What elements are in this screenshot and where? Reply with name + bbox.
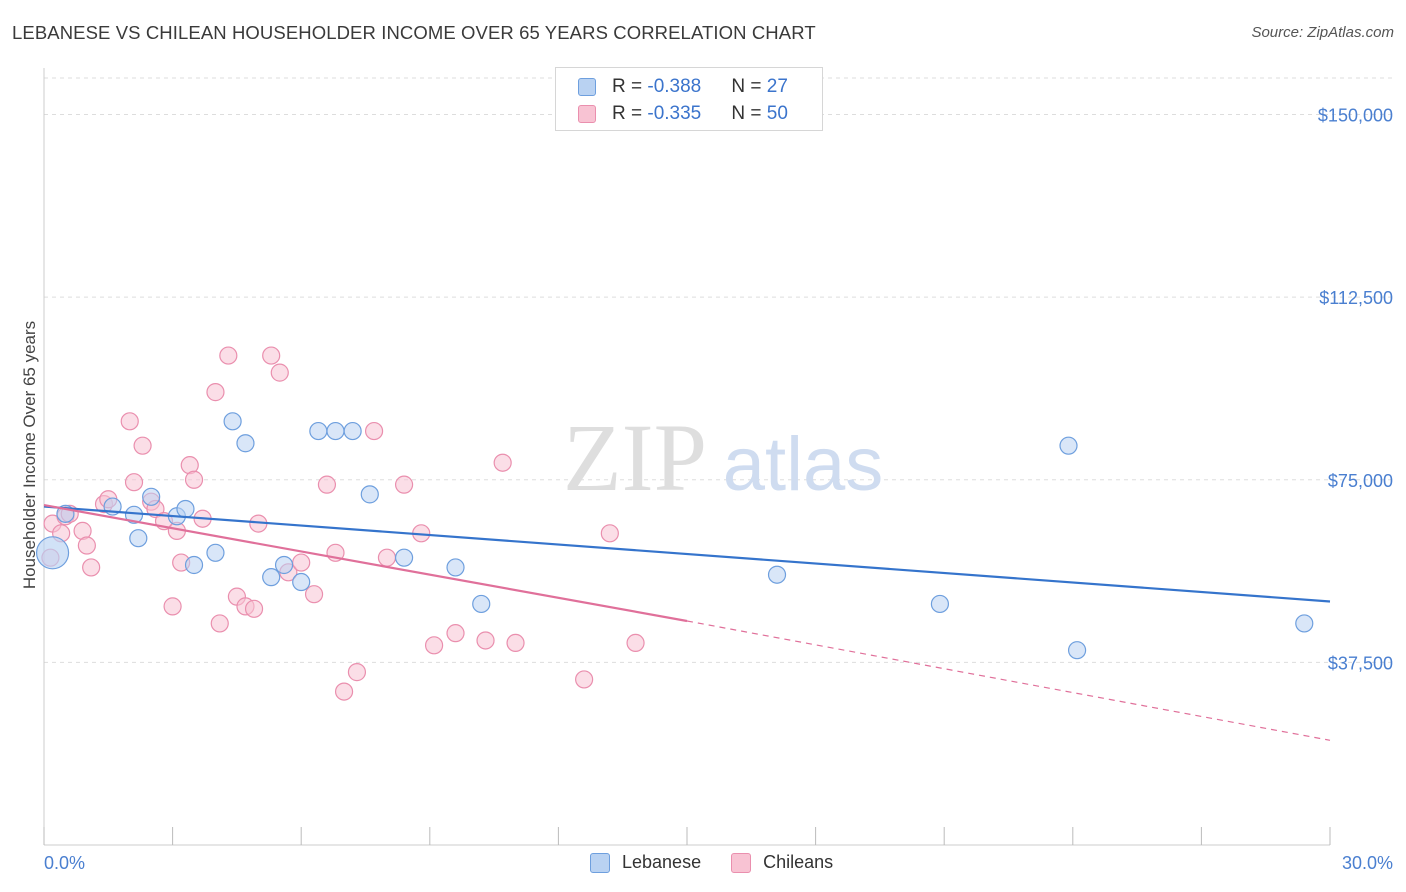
watermark-atlas: atlas: [723, 422, 884, 507]
lebanese-point: [446, 558, 465, 577]
lebanese-point: [326, 421, 345, 441]
y-tick-label: $150,000: [1318, 106, 1393, 126]
chileans-point: [476, 631, 495, 650]
chileans-point: [493, 453, 512, 472]
chileans-point: [347, 663, 367, 682]
chileans-point: [292, 553, 311, 572]
lebanese-point: [292, 572, 311, 592]
lebanese-r-label: R =: [612, 76, 648, 97]
series-legend: Lebanese Chileans: [590, 852, 863, 873]
lebanese-point: [184, 555, 204, 575]
grid-lines: [44, 77, 1394, 663]
watermark-zip: ZIP: [563, 404, 707, 511]
lebanese-point: [236, 434, 255, 453]
chileans-n-label: N =: [731, 103, 767, 124]
watermark: ZIP atlas: [563, 404, 883, 511]
y-tick-label: $112,500: [1319, 288, 1393, 308]
x-tick-label: 30.0%: [1342, 853, 1393, 873]
lebanese-point: [394, 548, 414, 567]
chileans-point: [184, 470, 204, 489]
lebanese-n-label: N =: [731, 76, 767, 97]
lebanese-trend-line: [43, 505, 1331, 603]
chileans-point: [270, 363, 289, 382]
lebanese-point: [472, 594, 491, 614]
lebanese-point: [309, 421, 328, 441]
chileans-trend-line: [43, 504, 688, 623]
chileans-point: [364, 421, 384, 441]
chileans-point: [304, 585, 324, 604]
chileans-point: [262, 346, 281, 365]
lebanese-n-value: 27: [766, 76, 788, 97]
lebanese-swatch: [578, 78, 596, 96]
chileans-legend-swatch: [731, 852, 752, 873]
chileans-trend-extension: [686, 620, 1331, 741]
lebanese-points: [35, 412, 1314, 660]
chileans-r-value: -0.335: [647, 103, 702, 124]
trend-lines: [43, 504, 1331, 741]
chileans-point: [120, 412, 139, 431]
lebanese-point: [142, 487, 161, 506]
lebanese-point: [223, 412, 242, 431]
lebanese-point: [767, 565, 787, 584]
y-tick-label: $37,500: [1328, 653, 1393, 673]
correlation-legend: R = -0.388 N = 27 R = -0.335 N = 50: [555, 67, 823, 131]
chart-title: LEBANESE VS CHILEAN HOUSEHOLDER INCOME O…: [12, 22, 816, 43]
lebanese-point: [35, 536, 70, 570]
chileans-point: [424, 636, 444, 655]
chileans-point: [219, 346, 238, 365]
lebanese-point: [1295, 614, 1314, 633]
chileans-point: [206, 383, 225, 402]
legend-row-lebanese: R = -0.388 N = 27: [578, 75, 788, 99]
x-tick-labels: 0.0% 30.0%: [44, 853, 1393, 873]
lebanese-point: [206, 543, 225, 562]
lebanese-point: [274, 555, 294, 575]
chileans-r-label: R =: [612, 103, 648, 124]
chileans-point: [317, 475, 337, 494]
lebanese-point: [176, 499, 195, 519]
chileans-point: [626, 633, 645, 653]
chileans-point: [377, 548, 397, 567]
chileans-point: [506, 633, 525, 653]
chileans-point: [394, 475, 414, 494]
lebanese-point: [262, 568, 281, 587]
lebanese-point: [360, 485, 379, 504]
chileans-point: [600, 524, 619, 543]
legend-item-chileans: Chileans: [731, 852, 833, 873]
chileans-swatch: [578, 105, 596, 123]
chileans-point: [244, 599, 264, 618]
chileans-points: [41, 346, 645, 701]
chileans-point: [124, 473, 144, 492]
axes: [43, 68, 1331, 846]
chileans-point: [82, 558, 101, 577]
x-tick-label: 0.0%: [44, 853, 85, 873]
lebanese-legend-label: Lebanese: [622, 852, 702, 872]
legend-row-chileans: R = -0.335 N = 50: [578, 102, 788, 126]
y-tick-labels: $37,500 $75,000 $112,500 $150,000: [1318, 106, 1393, 674]
lebanese-legend-swatch: [590, 852, 610, 873]
chileans-point: [210, 614, 229, 633]
lebanese-point: [129, 529, 148, 548]
chileans-point: [334, 682, 354, 701]
chileans-point: [446, 624, 465, 643]
chileans-legend-label: Chileans: [763, 852, 834, 872]
lebanese-point: [1067, 641, 1087, 660]
lebanese-point: [343, 421, 362, 441]
chileans-point: [575, 670, 594, 689]
lebanese-r-value: -0.388: [647, 76, 702, 97]
chileans-n-value: 50: [766, 103, 788, 124]
chileans-point: [77, 536, 96, 555]
y-tick-label: $75,000: [1328, 471, 1393, 491]
source-credit: Source: ZipAtlas.com: [1251, 24, 1394, 41]
legend-item-lebanese: Lebanese: [590, 852, 701, 873]
chileans-point: [133, 436, 152, 455]
chileans-point: [163, 597, 182, 616]
lebanese-point: [1059, 436, 1078, 455]
lebanese-point: [930, 594, 950, 614]
